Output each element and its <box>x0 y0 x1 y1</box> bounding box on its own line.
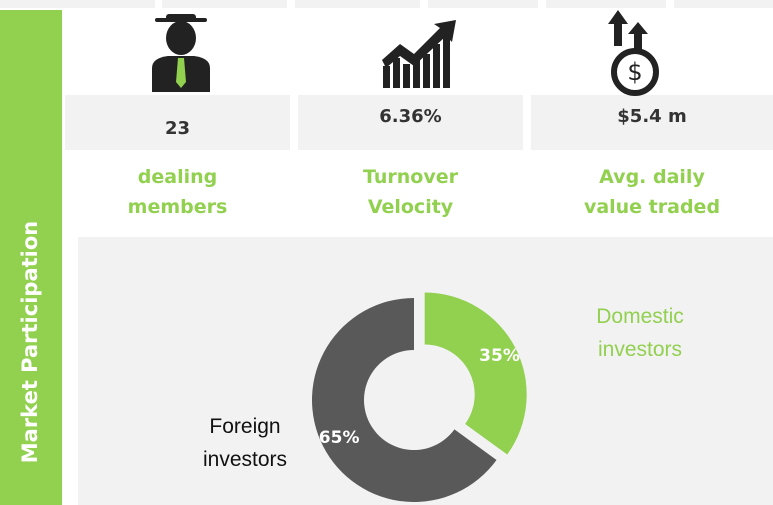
stat-label: Turnover Velocity <box>363 166 458 218</box>
value-label: 65% <box>318 428 360 449</box>
value-box <box>298 95 523 150</box>
svg-text:$: $ <box>627 58 642 86</box>
legend-label: Foreign investors <box>202 415 288 471</box>
donut <box>312 292 527 502</box>
side-bar <box>0 10 62 505</box>
stat-label: dealing members <box>127 166 228 218</box>
money-icon: $ <box>608 10 659 96</box>
legend-label: Domestic investors <box>596 305 684 361</box>
value-box <box>531 95 773 150</box>
value-label: 35% <box>479 346 520 367</box>
chart-icon <box>382 20 456 88</box>
man-icon <box>152 14 210 92</box>
side-title: Market Participation <box>18 220 42 464</box>
stat-value: 6.36% <box>379 106 442 127</box>
value-box <box>65 95 290 150</box>
stat-value: 23 <box>164 118 191 139</box>
donut-slice <box>312 297 497 502</box>
stat-value: $5.4 m <box>617 106 687 127</box>
stat-label: Avg. daily value traded <box>583 166 721 218</box>
donut-slice <box>424 292 527 455</box>
top-tabs <box>0 0 773 8</box>
